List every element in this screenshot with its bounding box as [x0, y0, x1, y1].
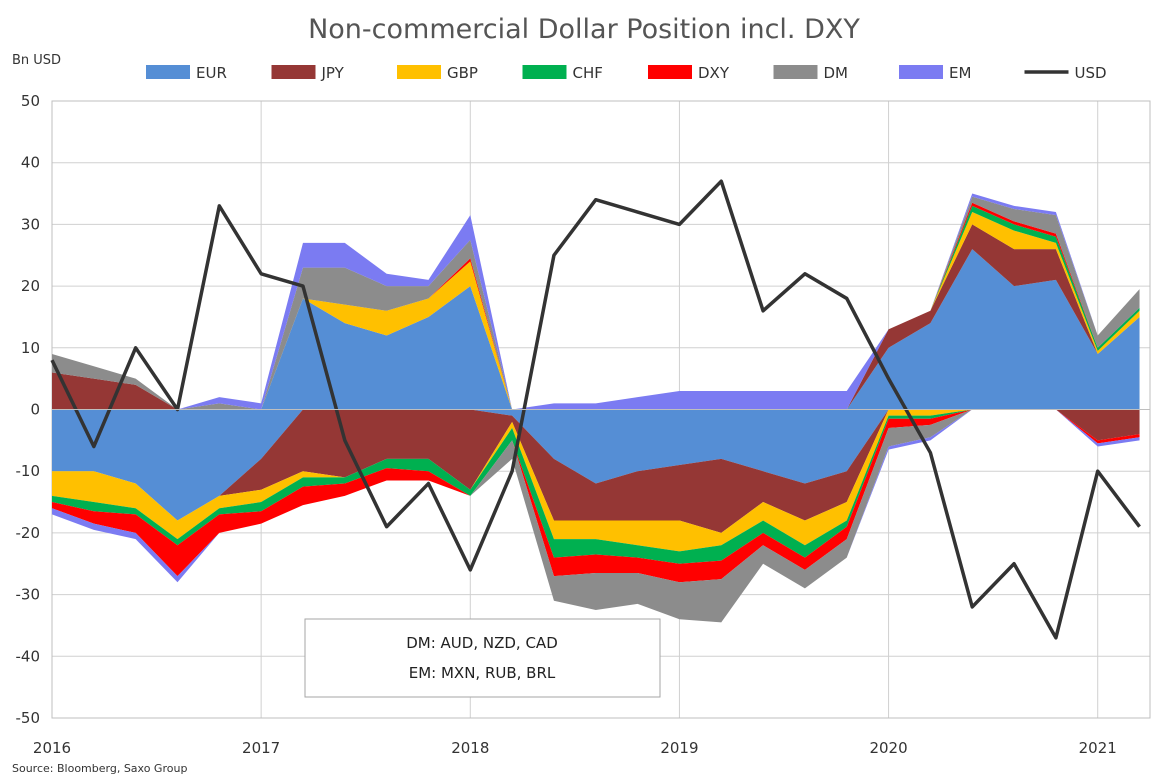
x-tick-label: 2018	[451, 739, 489, 757]
area-jpy-negative	[52, 409, 1140, 533]
legend: EUR JPY GBP CHF DXY DM EM USD	[146, 64, 1107, 82]
y-tick-label: 40	[21, 154, 40, 172]
y-tick-label: -50	[16, 709, 41, 727]
legend-swatch-eur	[146, 65, 190, 79]
annotation-line-em: EM: MXN, RUB, BRL	[409, 664, 556, 682]
legend-label-eur: EUR	[196, 64, 227, 82]
annotation-line-dm: DM: AUD, NZD, CAD	[406, 634, 558, 652]
x-tick-label: 2019	[660, 739, 698, 757]
y-tick-label: -20	[16, 524, 41, 542]
legend-label-chf: CHF	[573, 64, 603, 82]
y-tick-label: -30	[16, 586, 41, 604]
x-tick-label: 2021	[1079, 739, 1117, 757]
area-dm-negative	[52, 409, 1140, 623]
legend-swatch-jpy	[271, 65, 316, 79]
y-axis-label: Bn USD	[12, 53, 61, 68]
area-eur-negative	[52, 409, 1140, 521]
area-eur-positive	[52, 249, 1140, 410]
area-em-positive	[52, 193, 1140, 410]
y-tick-label: 50	[21, 92, 40, 110]
legend-swatch-em	[899, 65, 943, 79]
legend-label-usd: USD	[1075, 64, 1107, 82]
area-gbp-negative	[52, 409, 1140, 552]
legend-swatch-gbp	[397, 65, 441, 79]
y-tick-label: -40	[16, 647, 41, 665]
legend-swatch-dm	[773, 65, 818, 79]
chart-title: Non-commercial Dollar Position incl. DXY	[308, 14, 860, 45]
legend-label-dxy: DXY	[698, 64, 730, 82]
legend-label-dm: DM	[824, 64, 849, 82]
x-tick-label: 2017	[242, 739, 280, 757]
legend-label-jpy: JPY	[321, 64, 345, 82]
y-tick-label: 20	[21, 277, 40, 295]
area-dm-positive	[52, 196, 1140, 410]
y-tick-label: 0	[30, 401, 40, 419]
legend-swatch-dxy	[648, 65, 692, 79]
y-tick-label: -10	[16, 462, 41, 480]
legend-swatch-chf	[522, 65, 567, 79]
stacked-areas	[52, 193, 1140, 623]
y-tick-label: 10	[21, 339, 40, 357]
line-usd	[50, 179, 1141, 640]
source-note: Source: Bloomberg, Saxo Group	[12, 762, 187, 775]
x-tick-label: 2016	[33, 739, 71, 757]
x-tick-label: 2020	[869, 739, 907, 757]
axes: 50 40 30 20 10 0 -10 -20 -30 -40 -50 2016 2017 2018 20…	[16, 92, 1150, 757]
usd-line-layer	[50, 179, 1141, 640]
area-jpy-positive	[52, 224, 1140, 410]
legend-label-em: EM	[949, 64, 971, 82]
annotation-box: DM: AUD, NZD, CAD EM: MXN, RUB, BRL	[304, 618, 661, 698]
annotation-frame	[304, 618, 661, 698]
legend-label-gbp: GBP	[447, 64, 478, 82]
y-tick-label: 30	[21, 215, 40, 233]
